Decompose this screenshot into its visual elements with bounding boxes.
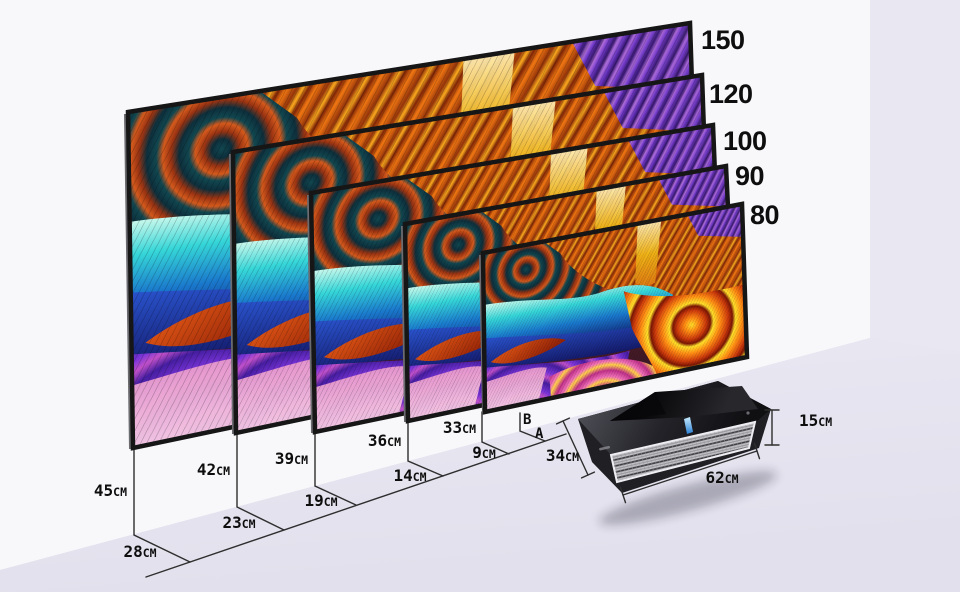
side-wall [870, 0, 960, 352]
projector-sensor-dot [746, 411, 750, 415]
measure-line-100 [314, 431, 357, 506]
height-label-80: 33CM [443, 418, 476, 437]
height-label-120: 42CM [197, 460, 230, 479]
screen-size-label-100: 100 [723, 126, 767, 156]
distance-label-80: 9CM [472, 443, 496, 462]
height-var-label: B [523, 412, 531, 428]
measure-line-120 [236, 432, 285, 531]
measurement-guides [133, 411, 567, 578]
projector-lens-glow [684, 417, 693, 434]
projector-cavity-facet [610, 392, 666, 421]
screen-size-label-150: 150 [701, 25, 745, 55]
projector-dimension-lines [555, 409, 780, 504]
width-dimension-line [619, 442, 761, 504]
distance-var-label: A [535, 426, 544, 442]
height-label-90: 36CM [368, 431, 401, 450]
measure-line-150 [133, 447, 191, 563]
projector-width-label: 62CM [705, 468, 738, 487]
screen-size-label-80: 80 [750, 200, 779, 230]
projector-height-label: 15CM [799, 411, 832, 430]
screen-80 [479, 201, 750, 415]
distance-label-100: 19CM [304, 491, 337, 510]
reference-measure-line [519, 412, 546, 442]
measure-line-90 [407, 420, 444, 477]
screen-size-label-120: 120 [709, 79, 753, 109]
projector-shadow [599, 471, 777, 525]
depth-dimension-line [555, 417, 596, 479]
distance-label-90: 14CM [393, 466, 426, 485]
projector-grille [609, 420, 757, 484]
projector-dimension-labels: 34CM 62CM 15CM [546, 411, 832, 487]
projector-logo [599, 445, 610, 451]
distance-label-150: 28CM [123, 542, 156, 561]
height-label-150: 45CM [94, 481, 127, 500]
projector-depth-label: 34CM [546, 446, 579, 465]
projector-image [578, 381, 777, 525]
height-dimension-line [764, 409, 780, 446]
screen-size-label-90: 90 [735, 161, 764, 191]
measure-line-80 [481, 411, 510, 455]
screen-bezel [480, 201, 750, 415]
labels: 150 120 100 90 80 45CM 42CM 39CM 36CM 33… [94, 25, 780, 561]
distance-label-120: 23CM [222, 513, 255, 532]
height-label-100: 39CM [275, 449, 308, 468]
